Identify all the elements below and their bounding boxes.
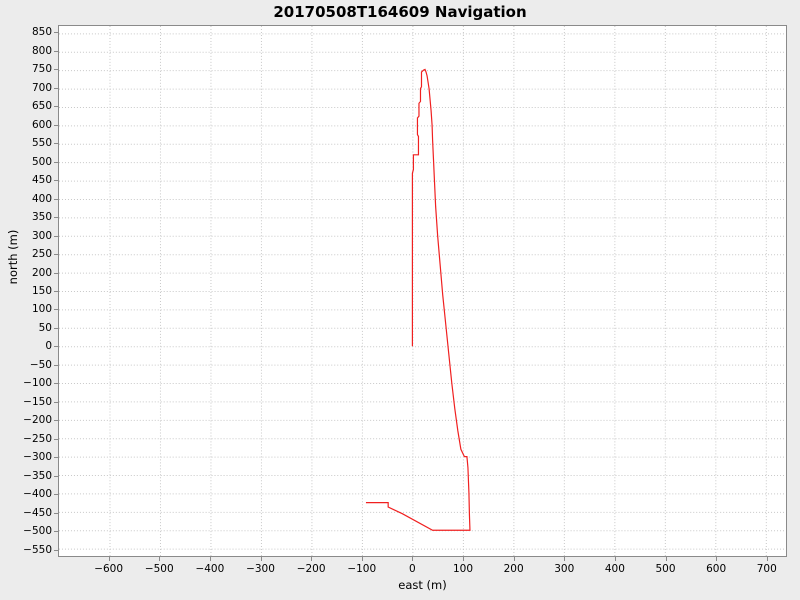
y-tick-label: 850 [31,26,52,39]
y-tick-label: 250 [31,248,52,261]
y-tick-mark [54,125,58,126]
navigation-track-line [365,68,471,531]
y-tick-label: −200 [23,414,52,427]
x-tick-mark [564,557,565,561]
x-tick-label: 300 [554,563,575,575]
x-tick-mark [109,557,110,561]
x-tick-label: 600 [706,563,727,575]
y-tick-mark [54,494,58,495]
y-tick-label: 350 [31,211,52,224]
y-tick-label: 100 [31,303,52,316]
y-tick-mark [54,180,58,181]
x-tick-label: 200 [503,563,524,575]
x-tick-mark [463,557,464,561]
y-tick-mark [54,32,58,33]
y-tick-label: −250 [23,432,52,445]
y-tick-mark [54,254,58,255]
x-tick-label: −100 [347,563,377,575]
x-tick-label: 500 [655,563,676,575]
y-tick-mark [54,106,58,107]
y-tick-label: −150 [23,395,52,408]
y-tick-mark [54,143,58,144]
y-tick-label: −350 [23,469,52,482]
y-tick-label: 0 [45,340,52,353]
y-tick-mark [54,291,58,292]
x-tick-mark [716,557,717,561]
x-tick-label: −600 [94,563,124,575]
x-tick-mark [362,557,363,561]
y-tick-label: 50 [38,321,52,334]
y-tick-mark [54,309,58,310]
x-tick-mark [412,557,413,561]
x-tick-label: 0 [409,563,416,575]
y-tick-mark [54,439,58,440]
y-tick-mark [54,476,58,477]
x-tick-mark [615,557,616,561]
y-tick-mark [54,69,58,70]
y-tick-mark [54,402,58,403]
y-tick-label: −450 [23,506,52,519]
y-tick-mark [54,550,58,551]
y-tick-label: 150 [31,285,52,297]
x-tick-label: 700 [756,563,777,575]
y-tick-mark [54,162,58,163]
y-tick-label: 550 [31,137,52,150]
y-tick-label: 450 [31,174,52,187]
x-tick-mark [767,557,768,561]
x-tick-mark [261,557,262,561]
x-tick-label: 100 [452,563,474,575]
x-tick-label: 400 [604,563,625,575]
x-tick-mark [159,557,160,561]
x-tick-label: −500 [144,563,174,575]
y-tick-label: 500 [31,155,52,168]
y-tick-mark [54,328,58,329]
x-tick-mark [514,557,515,561]
plot-area [58,25,787,557]
y-tick-label: −550 [23,543,52,556]
x-tick-mark [210,557,211,561]
x-axis-label: east (m) [398,578,447,592]
x-tick-label: −400 [195,563,225,575]
y-tick-mark [54,273,58,274]
page-title: 20170508T164609 Navigation [273,3,527,21]
y-tick-label: 400 [31,192,52,205]
x-tick-mark [311,557,312,561]
y-tick-label: 300 [31,229,52,242]
y-tick-label: −400 [23,488,52,501]
y-tick-mark [54,420,58,421]
y-tick-mark [54,457,58,458]
y-axis-label: north (m) [6,229,20,285]
y-tick-label: 200 [31,266,52,279]
y-tick-mark [54,513,58,514]
y-tick-mark [54,365,58,366]
y-tick-label: −50 [29,358,52,371]
y-tick-label: 650 [31,100,52,113]
y-tick-mark [54,531,58,532]
y-tick-mark [54,88,58,89]
y-tick-label: 600 [31,118,52,131]
x-tick-label: −200 [296,563,326,575]
y-tick-mark [54,383,58,384]
y-tick-mark [54,236,58,237]
y-tick-mark [54,217,58,218]
x-tick-label: −300 [246,563,275,575]
y-tick-label: −300 [23,451,52,464]
y-tick-mark [54,199,58,200]
y-tick-label: −100 [23,377,52,390]
y-tick-label: 800 [31,44,52,57]
y-tick-mark [54,346,58,347]
y-tick-label: 700 [31,81,52,94]
y-tick-mark [54,51,58,52]
y-tick-label: 750 [31,63,52,76]
x-tick-mark [666,557,667,561]
y-tick-label: −500 [23,525,52,538]
